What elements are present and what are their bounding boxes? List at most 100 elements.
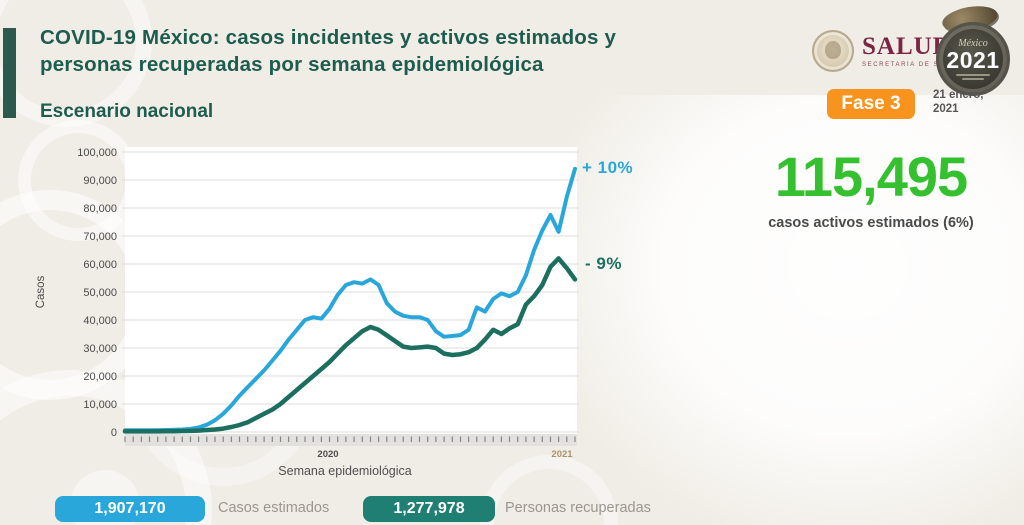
gridlines-and-yticks: 0 10,000 20,000 30,000 40,000 50,000 60,000 70,… [77,147,579,439]
week-tick [165,436,167,442]
y-tick-label: 50,000 [83,287,117,299]
week-tick [378,436,380,442]
line-personas-recuperadas [122,256,578,434]
week-tick [214,436,216,442]
week-tick [320,436,322,442]
week-tick [427,436,429,442]
week-tick [263,436,265,442]
y-tick-label: 80,000 [83,203,117,215]
week-tick [230,436,232,442]
week-tick [435,436,437,442]
week-tick [198,436,200,442]
active-cases-value: 115,495 [774,145,968,208]
week-tick [394,436,396,442]
estimated-cases-label: Casos estimados [218,500,330,516]
week-tick [328,436,331,442]
week-tick [345,436,347,442]
week-tick [206,436,208,442]
line-casos-estimados [123,166,577,433]
plot-area [125,147,577,434]
week-tick [238,436,241,442]
week-tick [222,436,224,442]
week-tick [418,436,421,442]
week-tick [410,436,412,442]
estimated-cases-badge: 1,907,170 [55,496,205,522]
week-tick [566,436,568,442]
recovered-persons-badge: 1,277,978 [363,496,495,522]
week-tick [361,436,363,442]
week-tick [337,436,339,442]
y-tick-label: 90,000 [83,175,117,187]
y-tick-label: 100,000 [77,147,117,159]
week-tick [508,436,511,442]
week-tick [549,436,552,442]
week-tick [517,436,519,442]
week-tick [533,436,535,442]
blue-line-change-annotation: + 10% [582,158,634,177]
year-2021-badge: México 2021 [933,2,1011,96]
week-tick [484,436,486,442]
week-tick [148,436,151,442]
week-tick [140,436,142,442]
week-tick [189,436,192,442]
week-tick [468,436,470,442]
week-tick [255,436,257,442]
year-label-2021: 2021 [551,449,573,460]
week-tick [525,436,527,442]
week-tick [132,436,134,442]
y-tick-label: 20,000 [83,371,117,383]
y-tick-label: 10,000 [83,399,117,411]
week-tick [402,436,404,442]
report-date: 21 enero, 2021 [933,89,984,115]
week-tick [476,436,478,442]
page-title-line2: personas recuperadas por semana epidemio… [40,53,544,76]
y-tick-label: 60,000 [83,259,117,271]
week-tick [541,436,543,442]
week-tick [304,436,306,442]
phase-badge: Fase 3 [827,89,915,119]
salud-logo: SALUD SECRETARÍA DE SALUD [812,30,962,72]
week-tick [181,436,183,442]
week-tick [279,436,282,442]
y-tick-label: 0 [111,427,117,439]
week-tick [271,436,273,442]
y-axis-label: Casos [35,275,47,308]
week-tick [558,436,560,442]
week-tick [500,436,502,442]
salud-seal-icon [812,30,854,72]
week-tick [386,436,388,442]
page-title: COVID-19 México: casos incidentes y acti… [40,24,780,78]
week-tick [443,436,445,442]
y-tick-label: 40,000 [83,315,117,327]
week-tick [288,436,290,442]
green-line-change-annotation: - 9% [585,254,622,273]
y-tick-label: 70,000 [83,231,117,243]
active-cases-caption: casos activos estimados (6%) [768,215,974,231]
week-tick [157,436,159,442]
week-tick-strip [125,434,577,446]
week-tick [492,436,494,442]
week-tick [247,436,249,442]
data-series [122,166,578,434]
y-tick-label: 30,000 [83,343,117,355]
year-label-2020: 2020 [317,449,338,460]
recovered-persons-label: Personas recuperadas [505,500,651,516]
salud-wordmark: SALUD SECRETARÍA DE SALUD [862,33,962,68]
scenario-subtitle: Escenario nacional [40,101,214,122]
week-tick [312,436,314,442]
badge-decoration-line [956,73,990,76]
week-tick [459,436,462,442]
week-tick [574,436,576,442]
epidemic-week-line-chart: 0 10,000 20,000 30,000 40,000 50,000 60,000 70,… [35,147,579,478]
week-tick-marks [124,436,576,442]
badge-decoration-line [962,77,984,80]
week-tick [296,436,298,442]
x-axis-label: Semana epidemiológica [278,464,411,478]
title-accent-bar [3,28,16,118]
week-tick [451,436,453,442]
week-tick [353,436,355,442]
week-tick [124,436,126,442]
week-tick [369,436,372,442]
page-title-line1: COVID-19 México: casos incidentes y acti… [40,26,617,49]
